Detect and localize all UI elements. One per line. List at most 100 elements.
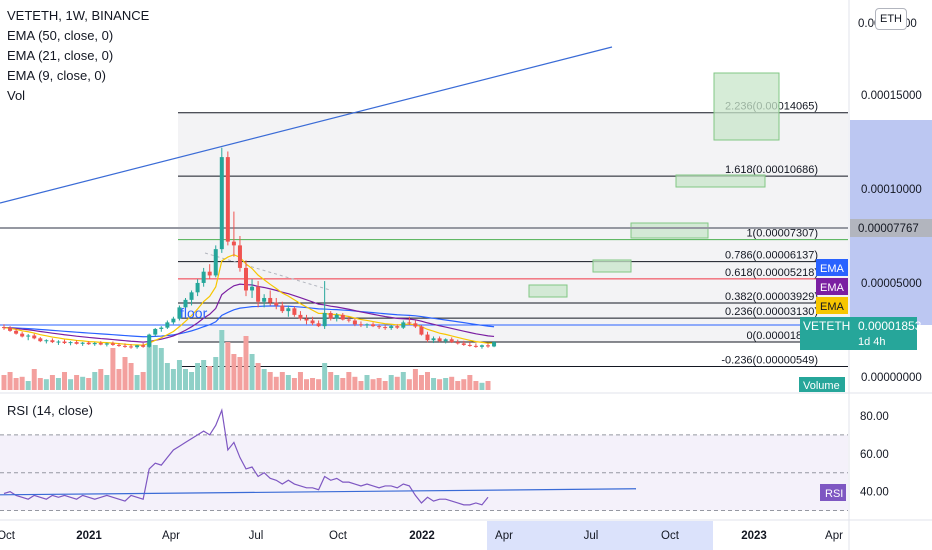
last-price-value: 0.00001853 bbox=[858, 319, 922, 333]
volume-bar bbox=[322, 363, 328, 390]
candle-body bbox=[437, 338, 442, 342]
candle-body bbox=[334, 314, 339, 319]
candle-body bbox=[153, 328, 158, 335]
volume-bar bbox=[7, 372, 13, 390]
volume-bar bbox=[297, 372, 303, 390]
ema21-line bbox=[3, 283, 495, 343]
volume-bar bbox=[382, 381, 388, 390]
candle-body bbox=[262, 297, 267, 302]
candle-body bbox=[98, 343, 103, 345]
candle-body bbox=[473, 345, 478, 347]
candle-body bbox=[2, 327, 6, 329]
last-price-tag bbox=[800, 317, 917, 350]
floor-annotation: floor bbox=[180, 305, 208, 321]
candle-body bbox=[177, 307, 182, 319]
candle-body bbox=[286, 308, 291, 312]
volume-bar bbox=[400, 372, 406, 390]
fib-label: 0.236(0.00003130) bbox=[725, 306, 818, 318]
candle-body bbox=[316, 323, 321, 327]
target-box bbox=[713, 72, 780, 141]
volume-bar bbox=[86, 378, 92, 390]
bar-countdown: 1d 4h bbox=[858, 336, 886, 348]
volume-bar bbox=[485, 381, 491, 390]
candle-body bbox=[479, 345, 484, 347]
candle-body bbox=[14, 330, 19, 334]
fib-label: -0.236(0.00000549) bbox=[721, 355, 818, 367]
volume-bar bbox=[437, 379, 443, 390]
rsi-legend: RSI (14, close) bbox=[7, 401, 93, 421]
candle-body bbox=[250, 286, 255, 291]
volume-bar bbox=[213, 357, 219, 390]
candle-body bbox=[304, 318, 309, 321]
ema-tag-label: EMA bbox=[820, 263, 845, 275]
volume-bar bbox=[31, 369, 37, 390]
candle-body bbox=[340, 314, 345, 320]
candle-body bbox=[280, 305, 285, 312]
volume-bar bbox=[255, 363, 261, 390]
ema-tag bbox=[816, 259, 848, 276]
volume-bar bbox=[68, 379, 74, 390]
volume-bar bbox=[140, 372, 146, 390]
candle-body bbox=[292, 308, 297, 315]
candle-body bbox=[44, 340, 49, 342]
volume-bar bbox=[49, 375, 55, 390]
crosshair-price: 0.00007767 bbox=[858, 223, 919, 235]
volume-bar bbox=[134, 375, 140, 390]
volume-bar bbox=[170, 369, 176, 390]
legend: VETETH, 1W, BINANCE EMA (50, close, 0) E… bbox=[7, 6, 149, 106]
ema-tag-label: EMA bbox=[820, 282, 845, 294]
fib-label: 0.382(0.00003929) bbox=[725, 291, 818, 303]
volume-bar bbox=[164, 363, 170, 390]
volume-bar bbox=[443, 378, 449, 390]
candle-body bbox=[219, 157, 224, 250]
candle-body bbox=[310, 320, 315, 324]
volume-bar bbox=[418, 375, 424, 390]
volume-bar bbox=[370, 379, 376, 390]
candle-body bbox=[32, 335, 37, 339]
candle-body bbox=[56, 341, 61, 343]
candle-body bbox=[135, 345, 140, 348]
time-axis-label: Apr bbox=[162, 530, 180, 542]
candle-body bbox=[20, 333, 25, 337]
candle-body bbox=[62, 341, 67, 344]
candle-body bbox=[231, 241, 236, 246]
volume-bar bbox=[279, 372, 285, 390]
candle-body bbox=[183, 299, 188, 308]
candle-body bbox=[352, 320, 357, 325]
volume-bar bbox=[304, 379, 309, 390]
price-tick-partial: 0.00 bbox=[858, 18, 880, 30]
symbol-title: VETETH, 1W, BINANCE bbox=[7, 8, 150, 23]
candle-body bbox=[92, 343, 97, 345]
trend-line bbox=[0, 46, 613, 204]
volume-bar bbox=[116, 369, 122, 390]
candle-body bbox=[116, 344, 121, 346]
currency-button[interactable]: ETH bbox=[875, 8, 907, 30]
volume-bar bbox=[358, 381, 364, 390]
fib-label: 0.618(0.00005218) bbox=[725, 267, 818, 279]
volume-bar bbox=[62, 372, 67, 390]
volume-bar bbox=[98, 369, 104, 390]
volume-bar bbox=[364, 375, 370, 390]
volume-bar bbox=[346, 372, 352, 390]
volume-bar bbox=[249, 354, 255, 390]
volume-bar bbox=[146, 342, 152, 390]
time-axis-label: Oct bbox=[329, 530, 348, 542]
rsi-label[interactable]: RSI (14, close) bbox=[7, 403, 93, 418]
ema9-line bbox=[3, 254, 495, 346]
rsi-tag bbox=[820, 484, 846, 501]
volume-bar bbox=[455, 381, 461, 390]
candle-body bbox=[401, 322, 406, 328]
volume-bar bbox=[110, 348, 116, 390]
candle-body bbox=[38, 338, 43, 342]
candle-body bbox=[413, 323, 418, 327]
price-tick-partial-right: 00 bbox=[904, 18, 917, 30]
indicator-ema21[interactable]: EMA (21, close, 0) bbox=[7, 48, 114, 63]
indicator-ema9[interactable]: EMA (9, close, 0) bbox=[7, 68, 106, 83]
indicator-ema50[interactable]: EMA (50, close, 0) bbox=[7, 28, 114, 43]
volume-bar bbox=[449, 376, 455, 390]
time-axis-label: Apr bbox=[825, 530, 843, 542]
candle-body bbox=[298, 314, 303, 319]
indicator-volume[interactable]: Vol bbox=[7, 88, 26, 103]
volume-bar bbox=[243, 336, 249, 390]
